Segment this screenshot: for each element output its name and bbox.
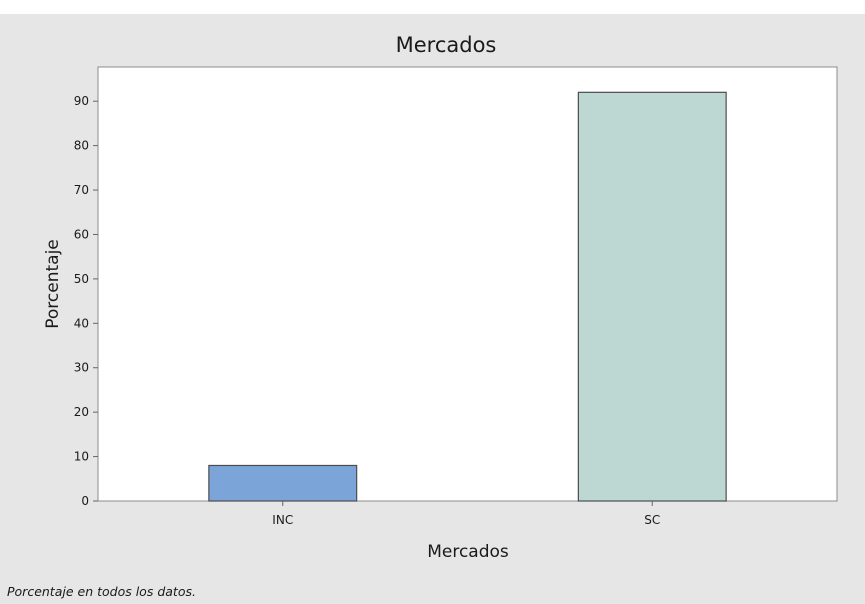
footnote: Porcentaje en todos los datos. [7, 584, 196, 599]
bar-sc [577, 91, 727, 502]
y-tick-label: 90 [74, 94, 89, 108]
y-tick-label: 50 [74, 272, 89, 286]
y-tick-label: 20 [74, 405, 89, 419]
x-tick-label: INC [272, 513, 293, 527]
x-axis: INC SC [272, 501, 660, 527]
y-tick-label: 70 [74, 183, 89, 197]
y-axis: 0 10 20 30 40 50 60 70 80 90 [74, 94, 98, 508]
chart-title: Mercados [396, 33, 497, 57]
y-tick-label: 10 [74, 450, 89, 464]
y-axis-title: Porcentaje [43, 239, 63, 329]
bars-group [208, 91, 727, 502]
y-tick-label: 80 [74, 139, 89, 153]
y-tick-label: 30 [74, 361, 89, 375]
x-axis-title: Mercados [427, 542, 509, 562]
x-tick-label: SC [644, 513, 660, 527]
bar-inc [208, 464, 358, 502]
y-tick-label: 60 [74, 227, 89, 241]
y-tick-label: 40 [74, 316, 89, 330]
y-tick-label: 0 [81, 494, 89, 508]
